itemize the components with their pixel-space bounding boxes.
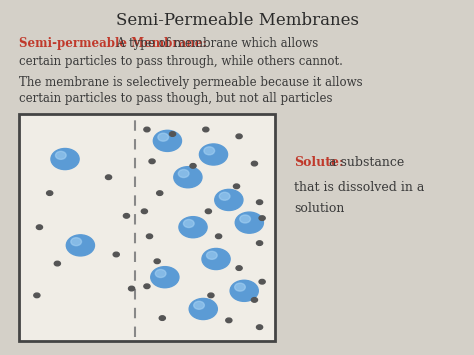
Text: A type of membrane which allows: A type of membrane which allows: [113, 37, 319, 50]
Circle shape: [203, 127, 209, 132]
Circle shape: [174, 166, 202, 188]
Circle shape: [66, 235, 94, 256]
Circle shape: [200, 144, 228, 165]
Circle shape: [251, 161, 257, 166]
Text: Solute:: Solute:: [294, 156, 344, 169]
Circle shape: [215, 190, 243, 211]
Circle shape: [153, 130, 182, 151]
Circle shape: [216, 234, 222, 239]
Circle shape: [154, 259, 160, 263]
Text: Semi-Permeable Membranes: Semi-Permeable Membranes: [116, 12, 358, 29]
Circle shape: [236, 266, 242, 271]
Circle shape: [141, 209, 147, 214]
Circle shape: [205, 209, 211, 214]
Text: certain particles to pass though, but not all particles: certain particles to pass though, but no…: [19, 92, 332, 105]
Circle shape: [194, 301, 204, 309]
Circle shape: [204, 147, 215, 155]
Circle shape: [144, 127, 150, 132]
Circle shape: [190, 164, 196, 168]
Circle shape: [179, 217, 207, 238]
Circle shape: [113, 252, 119, 257]
Circle shape: [71, 238, 82, 246]
Text: certain particles to pass through, while others cannot.: certain particles to pass through, while…: [19, 55, 343, 68]
Circle shape: [159, 316, 165, 320]
Circle shape: [34, 293, 40, 297]
Circle shape: [226, 318, 232, 323]
Circle shape: [158, 133, 169, 141]
Text: The membrane is selectively permeable because it allows: The membrane is selectively permeable be…: [19, 76, 363, 89]
Circle shape: [235, 283, 246, 291]
Circle shape: [236, 134, 242, 138]
Circle shape: [259, 279, 265, 284]
Text: solution: solution: [294, 202, 344, 215]
Bar: [19, 114, 275, 341]
Circle shape: [157, 191, 163, 195]
Circle shape: [234, 184, 239, 189]
Circle shape: [259, 216, 265, 220]
Circle shape: [146, 234, 153, 239]
Circle shape: [149, 159, 155, 164]
Circle shape: [256, 241, 263, 245]
Circle shape: [183, 219, 194, 228]
Circle shape: [123, 214, 129, 218]
Circle shape: [55, 261, 60, 266]
Text: a substance: a substance: [325, 156, 405, 169]
Circle shape: [256, 200, 263, 204]
Circle shape: [235, 212, 264, 233]
Circle shape: [230, 280, 258, 301]
Circle shape: [178, 170, 189, 178]
Circle shape: [256, 325, 263, 329]
Circle shape: [51, 148, 79, 170]
Circle shape: [151, 267, 179, 288]
Circle shape: [46, 191, 53, 195]
Circle shape: [240, 215, 250, 223]
Text: Semi-permeable Membrane:: Semi-permeable Membrane:: [19, 37, 207, 50]
Circle shape: [128, 286, 135, 291]
Circle shape: [36, 225, 43, 229]
Circle shape: [144, 284, 150, 289]
Circle shape: [207, 251, 217, 259]
Text: that is dissolved in a: that is dissolved in a: [294, 181, 424, 194]
Circle shape: [189, 299, 217, 320]
Circle shape: [155, 269, 166, 278]
Circle shape: [106, 175, 111, 180]
Circle shape: [170, 132, 175, 136]
Circle shape: [251, 297, 257, 302]
Circle shape: [202, 248, 230, 269]
Circle shape: [208, 293, 214, 297]
Circle shape: [219, 192, 230, 200]
Circle shape: [55, 151, 66, 159]
